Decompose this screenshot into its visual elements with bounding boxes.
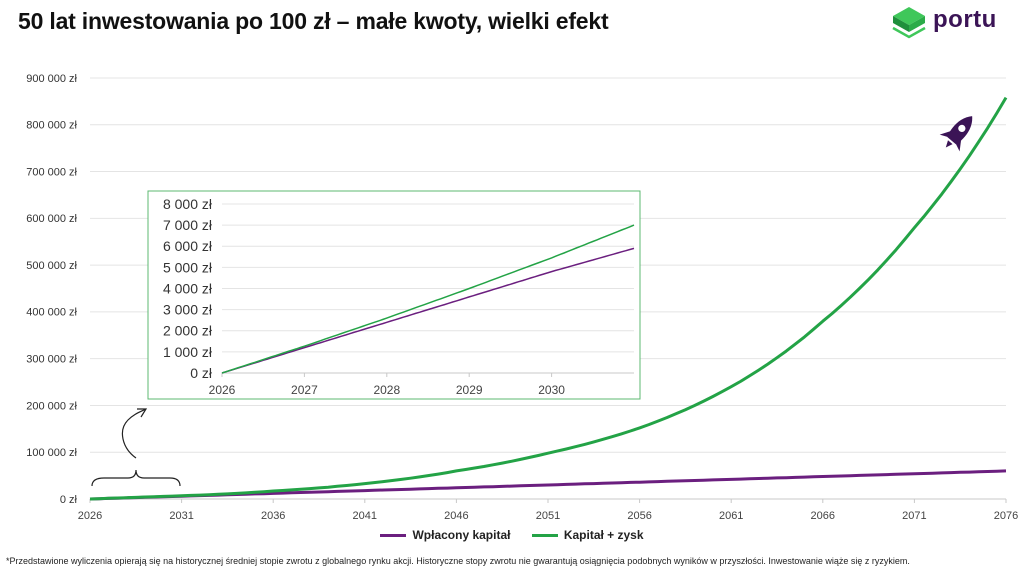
brand-logo[interactable]: portu [889,4,1009,44]
y-tick-label: 100 000 zł [26,447,77,459]
main-y-axis: 0 zł 100 000 zł 200 000 zł 300 000 zł 400 00… [26,73,77,506]
y-tick-label: 700 000 zł [26,166,77,178]
footnote: *Przedstawione wyliczenia opierają się n… [6,556,910,566]
legend-swatch [531,534,558,538]
y-tick-label: 400 000 zł [26,307,77,319]
y-tick-label: 600 000 zł [26,213,77,225]
y-tick-label: 500 000 zł [26,260,77,272]
y-tick-label: 0 zł [190,365,213,381]
chart-area: 0 zł 100 000 zł 200 000 zł 300 000 zł 400 00… [26,73,1018,522]
x-tick-label: 2051 [536,510,560,522]
y-tick-label: 900 000 zł [26,73,77,85]
x-tick-label: 2028 [373,383,400,397]
y-tick-label: 2 000 zł [163,323,213,339]
y-tick-label: 5 000 zł [163,259,213,275]
x-tick-label: 2027 [291,383,318,397]
main-x-axis: 2026 2031 2036 2041 2046 2051 2056 2061 2066 2071… [78,499,1018,522]
page-title: 50 lat inwestowania po 100 zł – małe kwo… [18,8,609,34]
arrow-head [137,408,148,418]
x-tick-label: 2026 [78,510,102,522]
legend-label: Wpłacony kapitał [412,528,511,542]
y-tick-label: 1 000 zł [163,344,213,360]
legend-item-kapital-zysk: Kapitał + zysk [531,528,644,542]
y-tick-label: 200 000 zł [26,400,77,412]
x-tick-label: 2056 [627,510,651,522]
inset-series [221,224,635,374]
x-tick-label: 2026 [209,383,236,397]
x-tick-label: 2041 [353,510,377,522]
x-tick-label: 2076 [994,510,1018,522]
chart-legend: Wpłacony kapitał Kapitał + zysk [0,528,1024,542]
series-line-wplacony-kapital [221,247,635,374]
inset-y-axis: 0 zł 1 000 zł 2 000 zł 3 000 zł 4 000 zł 5 00… [163,196,213,381]
legend-item-wplacony: Wpłacony kapitał [380,528,510,542]
inset-frame [147,190,641,400]
main-series [89,96,1008,501]
y-tick-label: 0 zł [60,494,78,506]
y-tick-label: 4 000 zł [163,280,213,296]
y-tick-label: 3 000 zł [163,302,213,318]
x-tick-label: 2029 [456,383,483,397]
x-tick-label: 2036 [261,510,285,522]
curly-brace-icon [91,469,181,487]
x-tick-label: 2046 [444,510,468,522]
legend-label: Kapitał + zysk [563,528,644,542]
y-tick-label: 800 000 zł [26,120,77,132]
x-tick-label: 2031 [169,510,193,522]
brand-name: portu [933,6,997,33]
y-tick-label: 8 000 zł [163,196,213,212]
x-tick-label: 2071 [902,510,926,522]
series-line-kapital-zysk [89,96,1008,501]
inset-gridlines [222,203,634,374]
x-tick-label: 2061 [719,510,743,522]
x-tick-label: 2066 [811,510,835,522]
inset-x-axis: 2026 2027 2028 2029 2030 [209,373,565,397]
y-tick-label: 7 000 zł [163,217,213,233]
legend-swatch [380,534,407,538]
series-line-kapital-zysk [221,224,635,374]
rocket-icon [939,116,973,152]
y-tick-label: 6 000 zł [163,238,213,254]
x-tick-label: 2030 [538,383,565,397]
curved-arrow-icon [121,408,147,459]
portu-logo-icon [892,7,926,39]
y-tick-label: 300 000 zł [26,354,77,366]
